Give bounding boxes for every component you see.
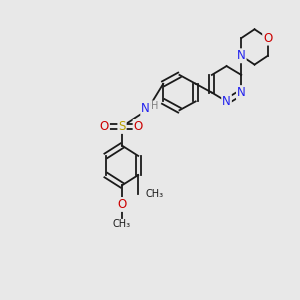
Text: O: O xyxy=(134,120,143,133)
Text: N: N xyxy=(237,86,246,99)
Text: H: H xyxy=(151,101,158,111)
Text: N: N xyxy=(237,49,246,62)
Text: O: O xyxy=(100,120,109,133)
Text: O: O xyxy=(117,198,127,211)
Text: CH₃: CH₃ xyxy=(113,219,131,229)
Text: S: S xyxy=(118,120,126,133)
Text: N: N xyxy=(222,95,231,108)
Text: CH₃: CH₃ xyxy=(146,189,164,199)
Text: N: N xyxy=(141,102,150,115)
Text: O: O xyxy=(263,32,272,45)
